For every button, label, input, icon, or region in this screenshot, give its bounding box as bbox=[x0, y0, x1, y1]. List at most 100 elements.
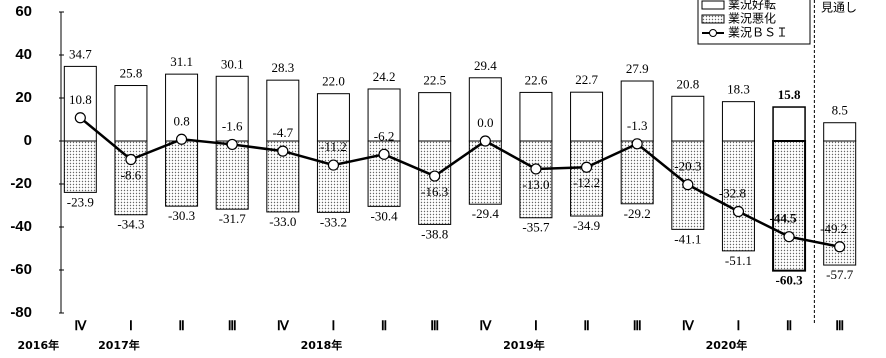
bsi-point bbox=[783, 231, 795, 243]
value-label: -33.2 bbox=[320, 214, 347, 229]
bar-positive bbox=[620, 80, 654, 142]
bar-negative bbox=[215, 140, 249, 210]
bsi-point bbox=[732, 205, 745, 218]
value-label: -16.3 bbox=[421, 184, 448, 199]
value-label: 18.3 bbox=[727, 82, 750, 97]
value-label: -8.6 bbox=[121, 167, 142, 182]
value-label: -23.9 bbox=[67, 194, 94, 209]
value-label: -32.8 bbox=[719, 186, 746, 201]
legend-swatch bbox=[701, 14, 725, 24]
bar-negative bbox=[418, 140, 452, 225]
value-label: -57.7 bbox=[826, 267, 854, 282]
value-label: 10.8 bbox=[69, 92, 92, 107]
value-label: 27.9 bbox=[626, 61, 649, 76]
value-label: -34.9 bbox=[573, 218, 600, 233]
value-label: 30.1 bbox=[221, 56, 244, 71]
bar-positive bbox=[468, 77, 502, 142]
bsi-point bbox=[834, 241, 846, 253]
value-label: 20.8 bbox=[676, 76, 699, 91]
value-label: -1.6 bbox=[222, 118, 243, 133]
value-label: -33.0 bbox=[269, 214, 296, 229]
value-label: -44.5 bbox=[770, 211, 798, 226]
bsi-point bbox=[682, 179, 694, 191]
bar-positive bbox=[165, 73, 199, 142]
value-label: -1.3 bbox=[627, 118, 648, 133]
y-tick-label: 0 bbox=[24, 132, 32, 149]
value-label: 31.1 bbox=[170, 54, 193, 69]
bsi-point bbox=[378, 148, 390, 160]
value-label: 0.8 bbox=[173, 113, 189, 128]
bar-positive bbox=[418, 92, 452, 142]
bar-positive bbox=[367, 88, 401, 142]
bar-positive bbox=[519, 91, 553, 142]
bar-positive bbox=[570, 91, 604, 142]
x-tick-label: Ⅱ bbox=[583, 318, 589, 333]
x-tick-label: Ⅳ bbox=[277, 318, 290, 333]
year-label: 2020年 bbox=[706, 338, 748, 352]
x-tick-label: Ⅳ bbox=[682, 318, 695, 333]
year-label: 2017年 bbox=[98, 338, 140, 352]
bar-negative bbox=[772, 140, 807, 272]
value-label: 28.3 bbox=[271, 60, 294, 75]
bar-positive bbox=[721, 101, 755, 142]
value-label: -38.8 bbox=[421, 226, 448, 241]
legend-label: 業況好転 bbox=[728, 0, 776, 12]
bar-negative bbox=[620, 140, 654, 205]
bar-positive bbox=[215, 75, 249, 142]
x-tick-label: Ⅱ bbox=[381, 318, 387, 333]
year-label: 2016年 bbox=[18, 338, 60, 352]
value-label: 22.0 bbox=[322, 74, 345, 89]
value-label: 34.7 bbox=[69, 46, 92, 61]
y-tick-label: 60 bbox=[15, 3, 32, 20]
x-tick-label: Ⅲ bbox=[835, 318, 844, 333]
bsi-point bbox=[125, 153, 137, 166]
value-label: -30.4 bbox=[371, 208, 399, 223]
value-label: -34.3 bbox=[117, 217, 144, 232]
bar-negative bbox=[316, 140, 350, 213]
bar-negative bbox=[519, 140, 553, 219]
y-tick-label: 20 bbox=[15, 89, 32, 106]
value-label: -51.1 bbox=[725, 253, 752, 268]
value-label: 29.4 bbox=[474, 58, 497, 73]
bar-negative bbox=[570, 140, 604, 217]
value-label: -41.1 bbox=[674, 231, 701, 246]
bar-negative bbox=[165, 140, 199, 207]
legend-label: 業況ＢＳＩ bbox=[728, 25, 788, 40]
y-tick-label: 40 bbox=[15, 46, 32, 63]
y-tick-label: -20 bbox=[10, 175, 32, 192]
x-tick-label: Ⅳ bbox=[74, 318, 87, 333]
value-label: -29.4 bbox=[472, 206, 500, 221]
x-tick-label: Ⅰ bbox=[534, 318, 538, 333]
value-label: -35.7 bbox=[522, 220, 550, 235]
bsi-point bbox=[327, 159, 340, 171]
bar-positive bbox=[823, 122, 857, 142]
x-tick-label: Ⅲ bbox=[633, 318, 642, 333]
bsi-point bbox=[530, 163, 542, 175]
bsi-point bbox=[580, 161, 593, 173]
x-tick-label: Ⅲ bbox=[430, 318, 439, 333]
bar-positive bbox=[316, 93, 350, 142]
legend-swatch bbox=[709, 29, 717, 37]
x-tick-label: Ⅲ bbox=[228, 318, 237, 333]
bar-negative bbox=[721, 140, 755, 252]
value-label: 24.2 bbox=[373, 69, 396, 84]
bar-negative bbox=[63, 140, 97, 193]
y-tick-label: -60 bbox=[10, 261, 32, 278]
bar-positive bbox=[266, 79, 300, 142]
x-tick-label: Ⅱ bbox=[786, 318, 792, 333]
value-label: -13.0 bbox=[522, 177, 549, 192]
year-label: 2018年 bbox=[301, 338, 343, 352]
value-label: 0.0 bbox=[477, 115, 493, 130]
y-tick-label: -40 bbox=[10, 218, 32, 235]
x-tick-label: Ⅰ bbox=[129, 318, 133, 333]
x-tick-label: Ⅰ bbox=[332, 318, 336, 333]
x-tick-label: Ⅰ bbox=[737, 318, 741, 333]
bsi-line bbox=[79, 116, 840, 249]
bar-positive bbox=[772, 106, 806, 142]
value-label: -60.3 bbox=[776, 273, 804, 288]
x-tick-label: Ⅱ bbox=[178, 318, 184, 333]
note: 見通し bbox=[821, 1, 857, 15]
value-label: -30.3 bbox=[168, 208, 195, 223]
legend-label: 業況悪化 bbox=[728, 11, 776, 26]
